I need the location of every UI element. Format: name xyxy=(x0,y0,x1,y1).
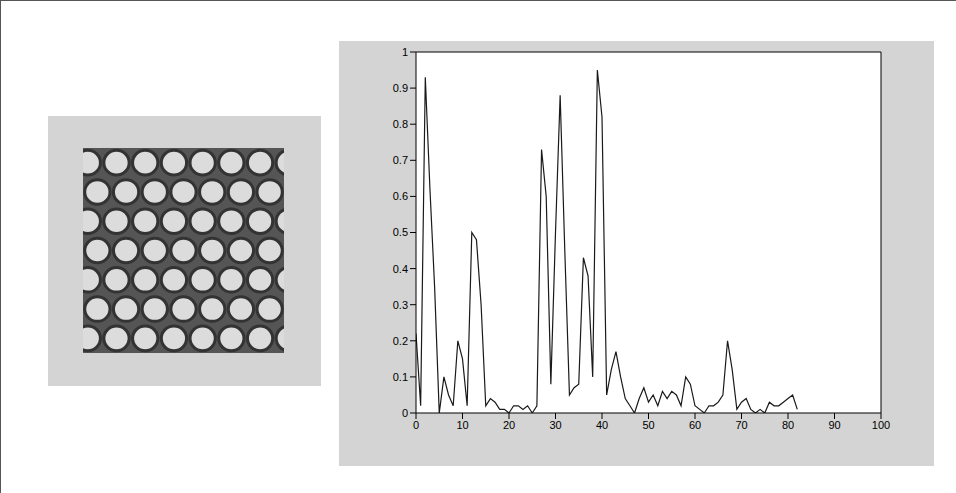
svg-text:40: 40 xyxy=(596,419,608,431)
svg-text:0.4: 0.4 xyxy=(393,263,408,275)
svg-text:0: 0 xyxy=(402,407,408,419)
svg-text:10: 10 xyxy=(456,419,468,431)
svg-text:0: 0 xyxy=(413,419,419,431)
svg-text:60: 60 xyxy=(689,419,701,431)
svg-text:20: 20 xyxy=(503,419,515,431)
svg-text:0.2: 0.2 xyxy=(393,335,408,347)
svg-text:0.9: 0.9 xyxy=(393,82,408,94)
svg-text:0.8: 0.8 xyxy=(393,118,408,130)
svg-text:50: 50 xyxy=(642,419,654,431)
svg-text:0.7: 0.7 xyxy=(393,154,408,166)
svg-text:80: 80 xyxy=(782,419,794,431)
svg-text:90: 90 xyxy=(828,419,840,431)
svg-text:0.1: 0.1 xyxy=(393,371,408,383)
svg-text:30: 30 xyxy=(549,419,561,431)
svg-text:1: 1 xyxy=(402,46,408,58)
svg-text:0.5: 0.5 xyxy=(393,226,408,238)
svg-text:0.6: 0.6 xyxy=(393,190,408,202)
svg-text:70: 70 xyxy=(735,419,747,431)
svg-text:0.3: 0.3 xyxy=(393,299,408,311)
svg-text:100: 100 xyxy=(872,419,890,431)
